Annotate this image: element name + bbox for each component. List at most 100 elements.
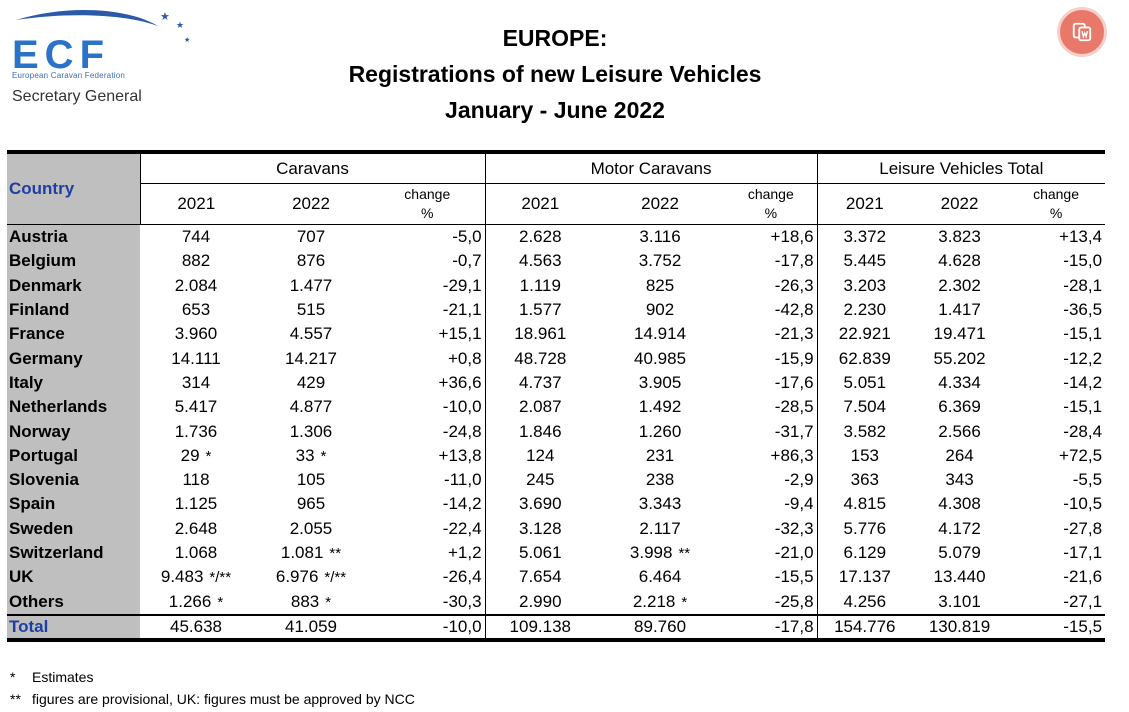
motor-caravans-2022-cell: 89.760: [595, 613, 726, 642]
country-cell: Norway: [7, 419, 140, 444]
total-change-cell: -5,5: [1072, 470, 1103, 490]
motor-caravans-change-cell: -42,8: [774, 300, 814, 320]
total-2021-cell: 5.051: [816, 370, 913, 396]
year-header: 2021: [484, 183, 596, 225]
total-change-cell: +72,5: [1059, 445, 1103, 465]
table-row: Netherlands 5.417 4.877 -10,0 2.087 1.492 -28,…: [7, 395, 1105, 420]
caravans-2022-cell: 707: [296, 227, 326, 247]
country-cell: Total: [7, 613, 140, 642]
country-cell: Germany: [7, 346, 140, 371]
caravans-2022-cell: 4.877: [289, 397, 333, 417]
motor-caravans-2022-cell: 3.116: [639, 227, 681, 247]
total-2021-cell: 2.230: [816, 297, 913, 323]
total-2022-cell: 6.369: [938, 397, 981, 417]
motor-caravans-2022-cell: 231: [645, 445, 675, 465]
total-2021-cell: 4.815: [816, 492, 913, 517]
footnote-marker: *: [217, 593, 224, 611]
caravans-2021-cell: 9.483 */**: [160, 567, 232, 587]
caravans-2021-cell: 45.638: [140, 613, 252, 642]
motor-caravans-2022-cell: 40.985: [634, 348, 687, 368]
total-change-cell: -36,5: [1063, 300, 1103, 320]
caravans-change-cell: -14,2: [442, 494, 482, 514]
caravans-2022-cell: 4.557: [289, 324, 333, 344]
table-row: Switzerland 1.068 1.081 ** +1,2 5.061 3.998 ** -…: [7, 540, 1105, 566]
motor-caravans-2021-cell: 1.577: [484, 297, 596, 323]
motor-caravans-2022-cell: 902: [645, 300, 675, 320]
motor-caravans-change-cell: -15,5: [774, 567, 814, 587]
footnote-marker: *: [320, 447, 327, 465]
motor-caravans-change-cell: -32,3: [774, 518, 814, 538]
total-2021-cell: 7.504: [816, 395, 913, 420]
caravans-change-cell: -26,4: [442, 567, 482, 587]
caravans-2022-cell: 33 *: [295, 445, 327, 465]
caravans-2022-cell: 429: [296, 372, 326, 392]
total-change-cell: -27,1: [1063, 591, 1103, 611]
logo-letters: ECF: [12, 33, 110, 76]
motor-caravans-2021-cell: 109.138: [484, 613, 596, 642]
footnote: * Estimates: [10, 669, 94, 685]
title-line-3: January - June 2022: [445, 97, 665, 123]
motor-caravans-2022-cell: 3.998 **: [629, 543, 691, 562]
table-row: Others 1.266 * 883 * -30,3 2.990 2.218 * -25,8 4.2…: [7, 589, 1105, 615]
table-row: Portugal 29 * 33 * +13,8 124 231 +86,3 153 264 +72,…: [7, 443, 1105, 468]
table-row: Norway 1.736 1.306 -24,8 1.846 1.260 -31,7 3.58…: [7, 419, 1105, 444]
motor-caravans-change-cell: -25,8: [774, 591, 814, 611]
motor-caravans-2021-cell: 1.119: [484, 273, 596, 298]
table-row: Spain 1.125 965 -14,2 3.690 3.343 -9,4 4.815 4.3…: [7, 492, 1105, 517]
table-row: Italy 314 429 +36,6 4.737 3.905 -17,6 5.051 4.33…: [7, 370, 1105, 396]
total-2022-cell: 4.628: [938, 251, 981, 271]
total-change-cell: -28,1: [1063, 275, 1103, 295]
motor-caravans-2021-cell: 3.690: [484, 492, 596, 517]
total-2021-cell: 62.839: [816, 346, 913, 371]
total-2021-cell: 22.921: [816, 322, 913, 347]
total-change-cell: -21,6: [1063, 567, 1103, 587]
caravans-2022-cell: 41.059: [252, 613, 370, 642]
total-2021-cell: 3.582: [816, 419, 913, 444]
country-cell: Denmark: [7, 273, 140, 298]
caravans-2022-cell: 6.976 */**: [275, 567, 347, 587]
motor-caravans-2022-cell: 2.218 *: [632, 591, 688, 611]
caravans-change-cell: -29,1: [442, 275, 482, 295]
motor-caravans-2022-cell: 825: [645, 275, 675, 295]
title-line-2: Registrations of new Leisure Vehicles: [348, 61, 762, 87]
table-row: Austria 744 707 -5,0 2.628 3.116 +18,6 3.372 3.8…: [7, 224, 1105, 250]
total-2022-cell: 343: [945, 470, 974, 490]
caravans-change-cell: +13,8: [438, 445, 482, 465]
caravans-2021-cell: 1.125: [174, 494, 218, 514]
country-cell: Netherlands: [7, 395, 140, 420]
total-change-cell: -28,4: [1063, 421, 1103, 441]
caravans-change-cell: -10,0: [442, 397, 482, 417]
motor-caravans-change-cell: -26,3: [774, 275, 814, 295]
motor-caravans-2022-cell: 1.492: [638, 397, 682, 417]
translate-button[interactable]: [1060, 10, 1104, 54]
year-header: 2022: [595, 183, 726, 225]
caravans-2021-cell: 744: [181, 227, 211, 247]
group-header-leisure-total: Leisure Vehicles Total: [816, 150, 1106, 184]
country-cell: Others: [7, 589, 140, 615]
total-2022-cell: 3.823: [938, 227, 981, 247]
total-2022-cell: 2.566: [938, 421, 981, 441]
table-row: UK 9.483 */** 6.976 */** -26,4 7.654 6.464 -15,5…: [7, 565, 1105, 590]
motor-caravans-2022-cell: 1.260: [638, 421, 682, 441]
caravans-2021-cell: 1.266 *: [168, 591, 224, 611]
motor-caravans-2021-cell: 1.846: [484, 419, 596, 444]
total-change-cell: -15,1: [1063, 397, 1103, 417]
country-cell: Spain: [7, 492, 140, 517]
caravans-change-cell: +15,1: [438, 324, 482, 344]
caravans-change-cell: +0,8: [447, 348, 482, 368]
motor-caravans-2021-cell: 48.728: [484, 346, 596, 371]
motor-caravans-change-cell: -15,9: [774, 348, 814, 368]
motor-caravans-change-cell: +18,6: [770, 227, 814, 247]
total-change-cell: -12,2: [1063, 348, 1103, 368]
logo-swoosh-graphic: ★ ★ ★ ECF: [12, 9, 190, 77]
caravans-2021-cell: 5.417: [174, 397, 218, 417]
motor-caravans-change-cell: -17,6: [774, 372, 814, 392]
total-2022-cell: 264: [945, 445, 974, 465]
caravans-2021-cell: 29 *: [180, 445, 212, 465]
motor-caravans-change-cell: -9,4: [784, 494, 814, 514]
country-cell: Slovenia: [7, 467, 140, 493]
total-row: Total 45.638 41.059 -10,0 109.138 89.760 -17,8…: [7, 613, 1106, 642]
country-cell: Portugal: [7, 443, 140, 468]
caravans-2021-cell: 1.736: [174, 421, 218, 441]
caravans-2021-cell: 882: [181, 251, 211, 271]
